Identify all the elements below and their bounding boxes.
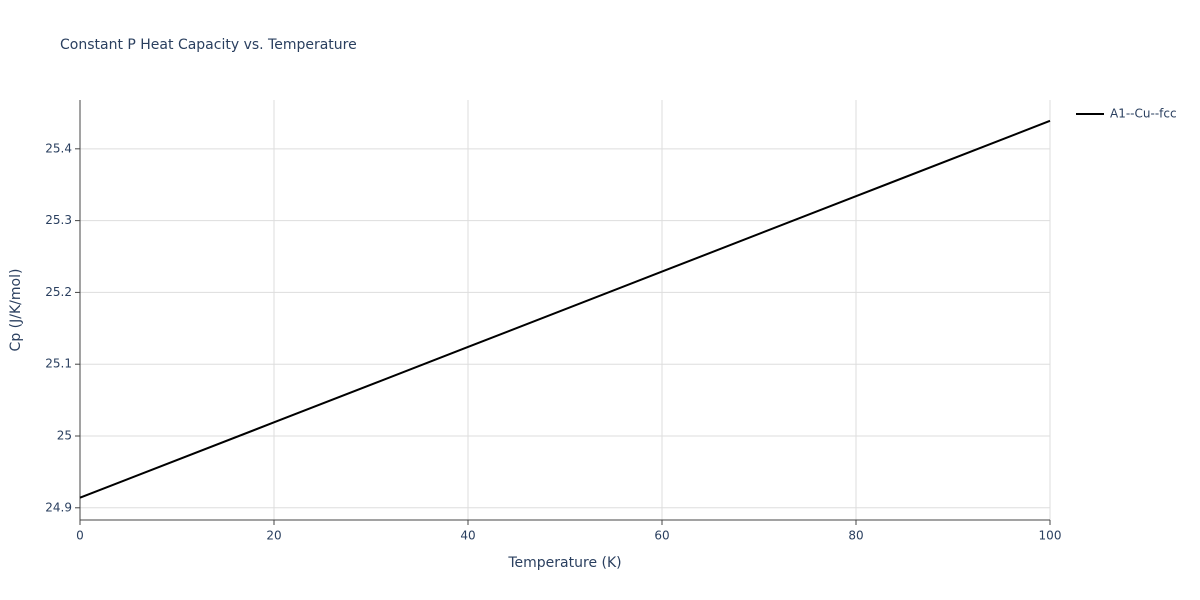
- chart-title: Constant P Heat Capacity vs. Temperature: [60, 37, 357, 53]
- x-tick-label: 0: [76, 529, 84, 543]
- x-tick-label: 40: [460, 529, 475, 543]
- y-axis-title: Cp (J/K/mol): [8, 269, 24, 352]
- x-tick-label: 60: [654, 529, 669, 543]
- y-tick-label: 25.1: [45, 357, 72, 371]
- x-tick-label: 100: [1039, 529, 1062, 543]
- y-tick-label: 25: [57, 429, 72, 443]
- y-tick-label: 25.4: [45, 141, 72, 155]
- x-tick-label: 20: [266, 529, 281, 543]
- data-line: [79, 119, 1051, 499]
- x-axis-title: Temperature (K): [507, 555, 621, 571]
- legend-label: A1--Cu--fcc: [1110, 107, 1177, 121]
- y-tick-label: 25.2: [45, 285, 72, 299]
- y-tick-label: 25.3: [45, 213, 72, 227]
- y-tick-label: 24.9: [45, 500, 72, 514]
- x-tick-label: 80: [848, 529, 863, 543]
